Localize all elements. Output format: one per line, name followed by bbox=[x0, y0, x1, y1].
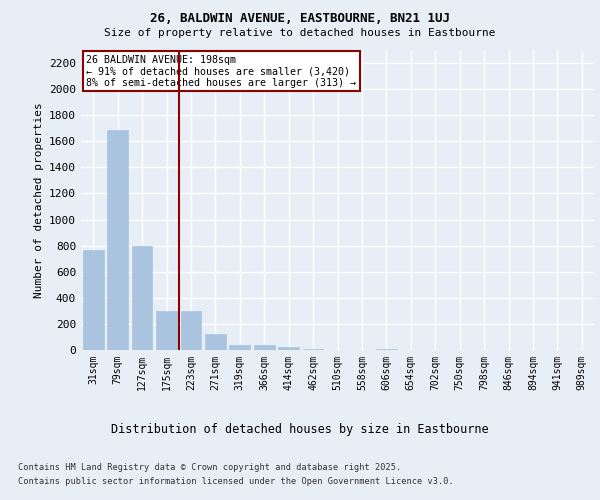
Text: Contains HM Land Registry data © Crown copyright and database right 2025.: Contains HM Land Registry data © Crown c… bbox=[18, 462, 401, 471]
Bar bbox=[278, 346, 299, 350]
Text: Size of property relative to detached houses in Eastbourne: Size of property relative to detached ho… bbox=[104, 28, 496, 38]
Bar bbox=[181, 311, 202, 350]
Y-axis label: Number of detached properties: Number of detached properties bbox=[34, 102, 44, 298]
Text: 26 BALDWIN AVENUE: 198sqm
← 91% of detached houses are smaller (3,420)
8% of sem: 26 BALDWIN AVENUE: 198sqm ← 91% of detac… bbox=[86, 54, 356, 88]
Text: Distribution of detached houses by size in Eastbourne: Distribution of detached houses by size … bbox=[111, 422, 489, 436]
Bar bbox=[254, 346, 275, 350]
Bar bbox=[156, 311, 177, 350]
Bar bbox=[83, 250, 104, 350]
Bar bbox=[302, 348, 323, 350]
Text: 26, BALDWIN AVENUE, EASTBOURNE, BN21 1UJ: 26, BALDWIN AVENUE, EASTBOURNE, BN21 1UJ bbox=[150, 12, 450, 26]
Bar bbox=[131, 246, 152, 350]
Bar bbox=[107, 130, 128, 350]
Bar bbox=[229, 345, 250, 350]
Bar bbox=[205, 334, 226, 350]
Bar bbox=[376, 348, 397, 350]
Text: Contains public sector information licensed under the Open Government Licence v3: Contains public sector information licen… bbox=[18, 478, 454, 486]
